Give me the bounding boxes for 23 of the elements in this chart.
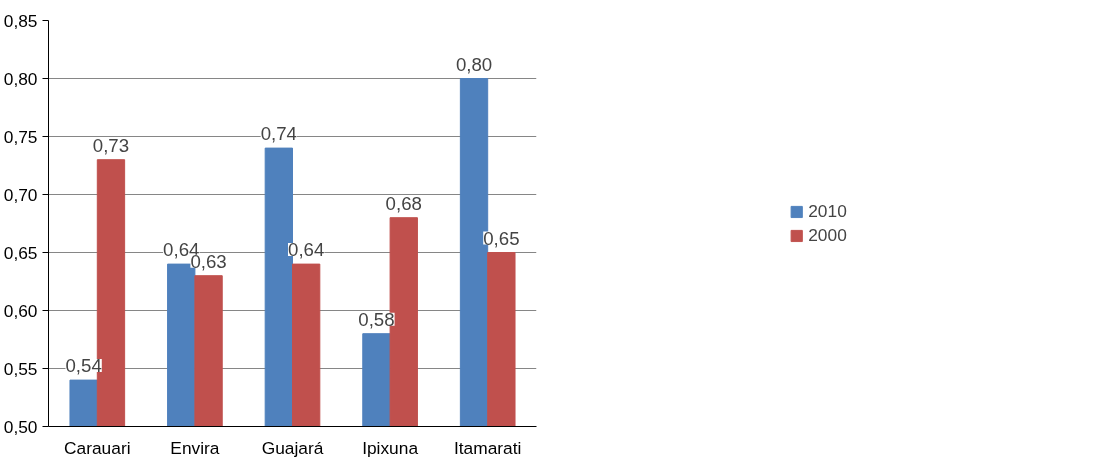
x-tick-label: Envira bbox=[170, 437, 220, 458]
x-tick-label: Carauari bbox=[64, 437, 131, 458]
legend-label: 2000 bbox=[808, 224, 847, 246]
y-tick-label: 0,55 bbox=[3, 358, 38, 379]
data-label: 0,80 bbox=[455, 53, 493, 75]
x-tick-label: Ipixuna bbox=[362, 437, 419, 458]
data-label: 0,74 bbox=[260, 123, 297, 145]
data-label: 0,68 bbox=[385, 192, 422, 214]
y-tick-label: 0,70 bbox=[3, 184, 38, 205]
y-tick-label: 0,75 bbox=[3, 126, 38, 147]
data-label: 0,58 bbox=[358, 308, 395, 330]
y-tick-label: 0,85 bbox=[3, 10, 38, 31]
y-tick-label: 0,65 bbox=[3, 242, 38, 263]
data-label: 0,64 bbox=[288, 239, 325, 261]
y-tick-label: 0,80 bbox=[3, 68, 38, 89]
y-tick-label: 0,50 bbox=[3, 416, 38, 437]
x-tick-label: Itamarati bbox=[454, 437, 522, 458]
data-label: 0,54 bbox=[65, 355, 102, 377]
y-tick-label: 0,60 bbox=[3, 300, 38, 321]
data-label: 0,65 bbox=[483, 227, 520, 249]
legend-label: 2010 bbox=[808, 200, 847, 222]
data-label: 0,73 bbox=[92, 134, 130, 156]
x-tick-label: Guajará bbox=[261, 437, 324, 458]
